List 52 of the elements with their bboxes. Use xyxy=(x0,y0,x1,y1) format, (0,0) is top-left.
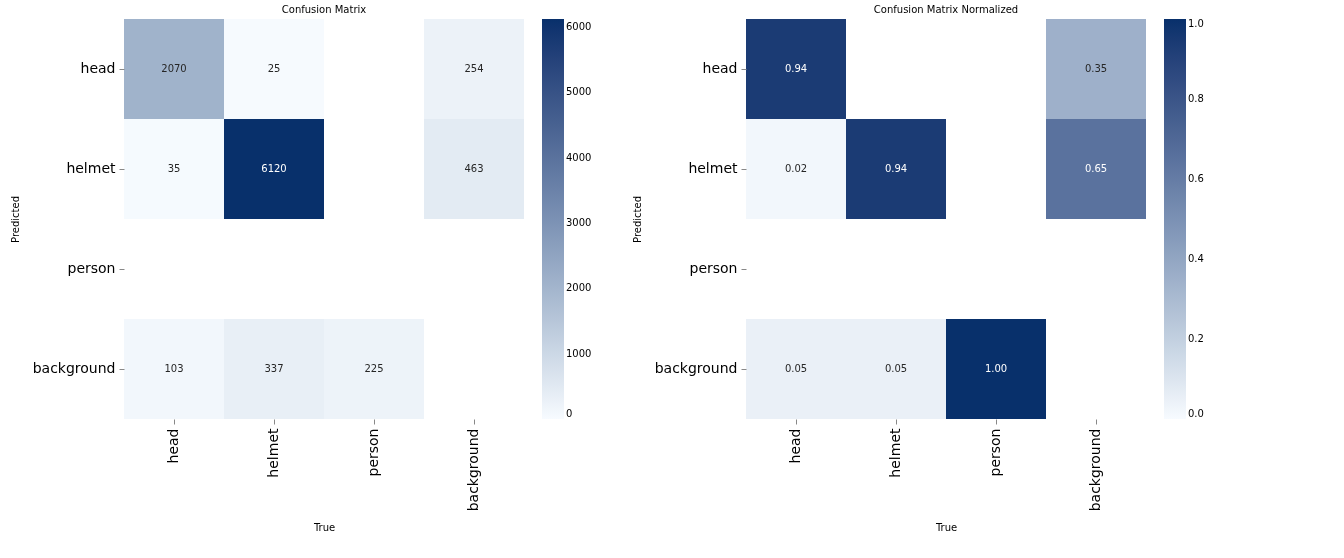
color-bar-label: 2000 xyxy=(566,282,592,294)
data-label: 25 xyxy=(267,63,281,74)
y-axis-title: Predicted xyxy=(631,196,643,243)
color-bar-label: 6000 xyxy=(566,20,592,32)
color-bar-label: 0.0 xyxy=(1188,408,1204,419)
x-tick-label: head xyxy=(165,428,181,464)
x-tick-label: background xyxy=(1087,428,1103,512)
chart-title: Confusion Matrix Normalized xyxy=(873,4,1019,15)
data-label: 35 xyxy=(167,163,181,174)
data-label: 463 xyxy=(464,163,484,174)
color-bar-label: 0.6 xyxy=(1188,173,1204,184)
data-label: 1.00 xyxy=(984,363,1008,374)
chart-title: Confusion Matrix xyxy=(281,4,367,15)
data-label: 103 xyxy=(164,363,184,374)
color-bar-label: 0.8 xyxy=(1188,93,1204,104)
data-label: 0.65 xyxy=(1084,163,1108,174)
x-tick-label: person xyxy=(987,428,1003,477)
color-bar-label: 0.4 xyxy=(1188,253,1204,264)
color-bar-label: 1.0 xyxy=(1188,18,1204,29)
data-label: 0.94 xyxy=(884,163,908,174)
x-tick-label: helmet xyxy=(265,428,281,478)
data-label: 2070 xyxy=(161,63,187,74)
x-tick-label: head xyxy=(787,428,803,464)
color-bar-label: 4000 xyxy=(566,151,592,163)
y-tick-label: helmet xyxy=(688,160,738,176)
data-label: 225 xyxy=(364,363,384,374)
data-label: 6120 xyxy=(261,163,287,174)
color-bar-label: 0.2 xyxy=(1188,333,1204,344)
x-axis-title: True xyxy=(312,522,336,534)
y-tick-label: person xyxy=(67,260,116,276)
data-label: 0.05 xyxy=(884,363,908,374)
data-label: 337 xyxy=(264,363,284,374)
x-axis-title: True xyxy=(934,522,958,534)
x-tick-label: background xyxy=(465,428,481,512)
y-tick-label: person xyxy=(689,260,738,276)
color-bar-label: 5000 xyxy=(566,86,592,98)
data-label: 254 xyxy=(464,63,484,74)
data-label: 0.94 xyxy=(784,63,808,74)
data-label: 0.35 xyxy=(1084,63,1108,74)
data-label: 0.02 xyxy=(784,163,808,174)
y-tick-label: head xyxy=(80,60,116,76)
y-tick-label: head xyxy=(702,60,738,76)
x-tick-label: helmet xyxy=(887,428,903,478)
color-bar-label: 1000 xyxy=(566,347,592,359)
y-tick-label: background xyxy=(32,360,116,376)
y-tick-label: background xyxy=(654,360,738,376)
y-tick-label: helmet xyxy=(66,160,116,176)
y-axis-title: Predicted xyxy=(9,196,21,243)
color-bar-label: 3000 xyxy=(566,216,592,228)
data-label: 0.05 xyxy=(784,363,808,374)
color-bar-label: 0 xyxy=(566,408,573,419)
x-tick-label: person xyxy=(365,428,381,477)
